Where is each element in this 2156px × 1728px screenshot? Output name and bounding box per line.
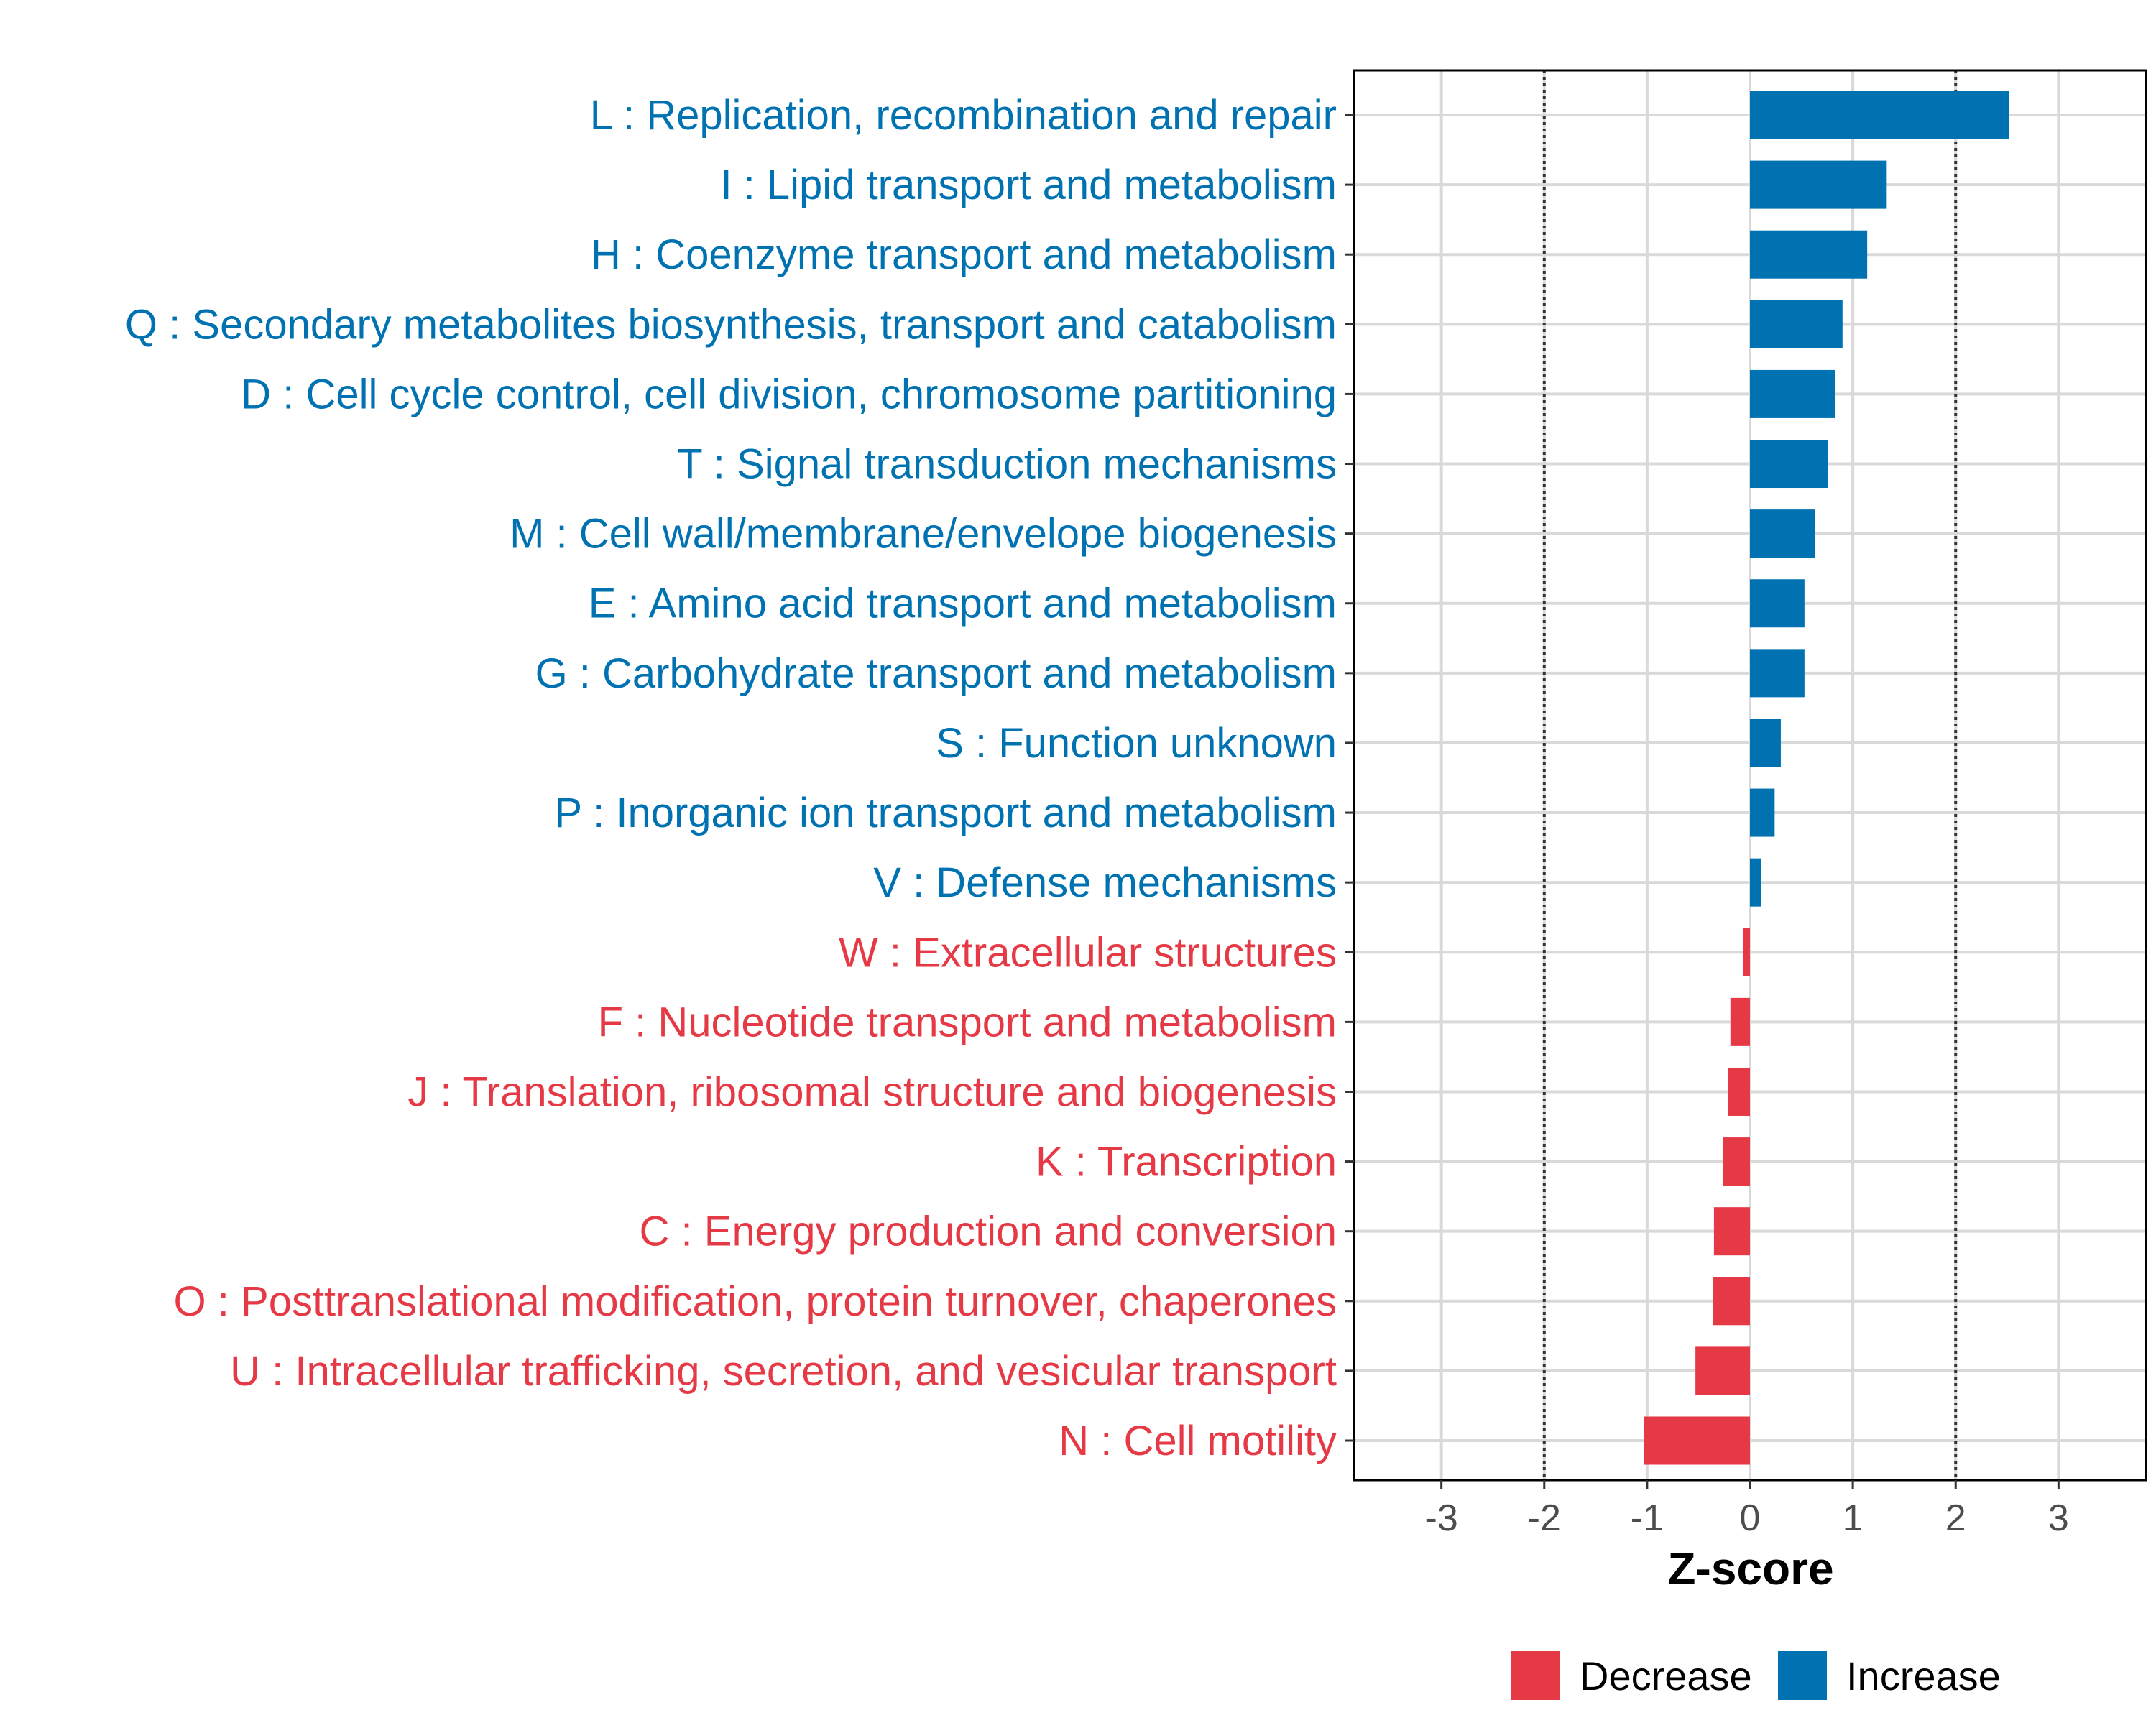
- bar-n: [1644, 1416, 1750, 1465]
- bar-l: [1750, 91, 2009, 139]
- category-label-d: D : Cell cycle control, cell division, c…: [241, 371, 1337, 417]
- x-tick-label-2: -1: [1631, 1497, 1664, 1539]
- category-label-l: L : Replication, recombination and repai…: [590, 92, 1337, 139]
- bar-j: [1728, 1067, 1750, 1116]
- category-label-u: U : Intracellular trafficking, secretion…: [230, 1348, 1337, 1395]
- bar-p: [1750, 788, 1775, 837]
- bar-g: [1750, 649, 1805, 698]
- bar-o: [1713, 1277, 1750, 1326]
- category-label-k: K : Transcription: [1036, 1139, 1337, 1186]
- bar-e: [1750, 579, 1805, 628]
- category-label-m: M : Cell wall/membrane/envelope biogenes…: [510, 511, 1337, 558]
- reference-lines: [1542, 70, 1958, 1480]
- x-tick-label-6: 3: [2048, 1497, 2069, 1539]
- x-tick-label-1: -2: [1528, 1497, 1561, 1539]
- bars: [1644, 91, 2009, 1465]
- bar-q: [1750, 300, 1843, 348]
- category-label-e: E : Amino acid transport and metabolism: [589, 581, 1337, 627]
- x-tick-label-0: -3: [1425, 1497, 1458, 1539]
- category-label-t: T : Signal transduction mechanisms: [677, 441, 1337, 488]
- bar-i: [1750, 160, 1887, 209]
- category-label-c: C : Energy production and conversion: [640, 1209, 1337, 1255]
- category-labels: L : Replication, recombination and repai…: [125, 92, 1337, 1464]
- legend-swatch-increase: [1778, 1651, 1827, 1700]
- category-label-s: S : Function unknown: [936, 720, 1337, 767]
- x-axis-title: Z-score: [1667, 1543, 1833, 1594]
- legend-swatch-decrease: [1511, 1651, 1560, 1700]
- bar-m: [1750, 509, 1815, 558]
- bar-w: [1742, 928, 1750, 976]
- category-label-o: O : Posttranslational modification, prot…: [174, 1278, 1337, 1325]
- legend: Decrease Increase: [1511, 1651, 2001, 1700]
- bar-u: [1695, 1346, 1750, 1395]
- x-tick-label-5: 2: [1945, 1497, 1966, 1539]
- category-label-q: Q : Secondary metabolites biosynthesis, …: [125, 301, 1337, 348]
- category-label-v: V : Defense mechanisms: [873, 859, 1337, 906]
- x-axis-ticks: -3 -2 -1 0 1 2 3: [1425, 1480, 2069, 1539]
- bar-t: [1750, 440, 1828, 489]
- y-axis-ticks: [1345, 114, 1354, 1442]
- bar-h: [1750, 230, 1868, 279]
- x-tick-label-3: 0: [1740, 1497, 1761, 1539]
- x-tick-label-4: 1: [1843, 1497, 1864, 1539]
- category-label-f: F : Nucleotide transport and metabolism: [598, 999, 1337, 1045]
- bar-v: [1750, 858, 1761, 907]
- category-label-p: P : Inorganic ion transport and metaboli…: [554, 790, 1337, 836]
- legend-label-decrease: Decrease: [1580, 1653, 1752, 1699]
- bar-c: [1713, 1207, 1750, 1256]
- category-label-g: G : Carbohydrate transport and metabolis…: [535, 650, 1337, 697]
- bar-s: [1750, 719, 1781, 767]
- category-label-i: I : Lipid transport and metabolism: [720, 162, 1337, 208]
- legend-label-increase: Increase: [1846, 1653, 2001, 1699]
- category-label-j: J : Translation, ribosomal structure and…: [407, 1068, 1337, 1115]
- bar-f: [1730, 997, 1750, 1046]
- category-label-h: H : Coenzyme transport and metabolism: [591, 231, 1337, 278]
- bar-k: [1723, 1137, 1750, 1186]
- bar-d: [1750, 369, 1835, 418]
- category-label-w: W : Extracellular structures: [839, 929, 1337, 976]
- category-label-n: N : Cell motility: [1059, 1418, 1337, 1464]
